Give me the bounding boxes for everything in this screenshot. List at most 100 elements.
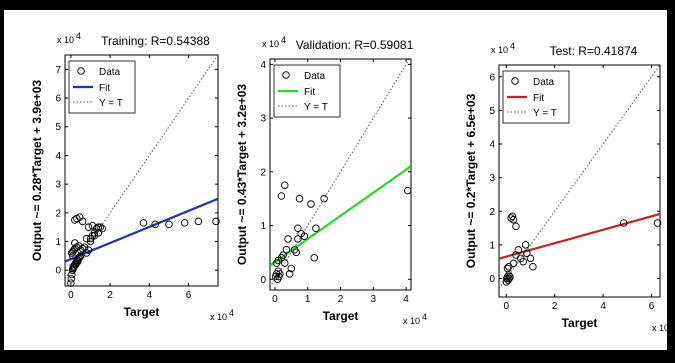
figure-frame: 0 2 4 6 0 1 2 3 4 5 6 7 Data Fit Y = T Training: R=0.54… (4, 10, 667, 350)
chart1-y-tick-label: 3 (55, 180, 61, 191)
chart3-x-axis-label: Target (562, 316, 598, 330)
chart2-data-point (276, 270, 284, 278)
chart1-data-point (73, 257, 82, 266)
chart1-data-point (139, 219, 148, 227)
chart2-x-tick-label: 4 (403, 294, 409, 305)
chart3-data-point (509, 215, 518, 224)
chart3-y-tick-label: 1 (489, 240, 495, 251)
chart1-x-tick-label: 2 (107, 290, 113, 301)
chart1-y-exponent-power: 4 (76, 31, 81, 41)
chart2-data-point (287, 264, 296, 273)
chart3-y-tick-label: 0 (489, 274, 495, 285)
chart1-data-point (67, 279, 75, 287)
chart1-data-point (78, 217, 87, 226)
chart1-y-tick-label: 1 (55, 237, 61, 248)
chart1-x-tick-label: 4 (147, 290, 153, 301)
chart1-data-point (94, 223, 103, 231)
chart1-y-tick-label: 4 (55, 151, 61, 162)
chart1-legend-fit-label: Fit (99, 83, 110, 94)
chart3-data-point (503, 264, 512, 273)
chart2-data-point (282, 245, 291, 254)
chart3-data-point (506, 273, 514, 281)
chart1-data-point (212, 217, 220, 226)
chart2-x-exponent: x 10 (403, 316, 420, 326)
chart3-y-tick-label: 5 (489, 106, 495, 117)
chart1-data-point (180, 219, 189, 227)
chart1-legend-data-label: Data (99, 67, 121, 78)
chart1-data-point (94, 229, 103, 237)
chart2-legend-fit-label: Fit (304, 87, 315, 98)
chart1-x-exponent: x 10 (210, 312, 227, 322)
chart1-x-axis-label: Target (124, 305, 160, 319)
chart2-title: Validation: R=0.59081 (296, 38, 414, 52)
chart1-data-point (86, 237, 95, 246)
chart2-identity-line (270, 59, 410, 288)
chart1-y-tick-label: 7 (55, 65, 61, 76)
chart1-fit-line (65, 197, 218, 263)
chart1-data-point (84, 246, 93, 254)
chart1-y-tick-label: 5 (55, 122, 61, 133)
chart1-x-exponent-power: 4 (229, 308, 234, 318)
chart2-y-tick-label: 2 (260, 167, 266, 178)
chart3-data-point (619, 219, 628, 227)
chart2-data-point (294, 235, 302, 243)
chart3-data-point (519, 257, 527, 266)
chart2-x-tick-label: 0 (272, 294, 278, 305)
chart2-data-point (284, 235, 292, 243)
chart2-data-point (285, 270, 294, 278)
regression-plots-figure: 0 2 4 6 0 1 2 3 4 5 6 7 Data Fit Y = T Training: R=0.54… (30, 31, 667, 333)
chart1-title: Training: R=0.54388 (101, 34, 210, 48)
chart3-fit-line (499, 212, 660, 260)
chart2-y-axis-label: Output ~= 0.43*Target + 3.2e+03 (235, 84, 249, 266)
chart2-data-point (294, 224, 302, 232)
chart2-y-tick-label: 3 (260, 114, 266, 125)
chart2-data-point (310, 254, 319, 262)
chart1-data-point (67, 275, 76, 283)
chart2-y-tick-label: 1 (260, 221, 266, 232)
chart1-y-tick-label: 6 (55, 94, 61, 105)
chart2-y-exponent-power: 4 (281, 35, 286, 45)
chart3-data-point (512, 222, 520, 231)
chart2-x-tick-label: 2 (338, 294, 344, 305)
chart1-data-point (68, 270, 76, 279)
chart2-x-exponent-power: 4 (422, 312, 427, 322)
chart3-data-point (509, 259, 518, 268)
chart2-data-point (292, 248, 300, 257)
chart1-data-point (75, 253, 84, 262)
chart3-legend-identity-label: Y = T (533, 108, 557, 119)
chart3-y-tick-label: 2 (489, 207, 495, 218)
chart3-y-tick-label: 4 (489, 140, 495, 151)
chart3-legend-data-label: Data (533, 77, 555, 88)
chart2-data-point (295, 194, 304, 203)
chart1-data-point (90, 229, 99, 237)
chart2-fit-line (270, 165, 411, 267)
chart2-y-tick-label: 4 (260, 60, 266, 71)
chart2-data-point (279, 251, 287, 259)
chart1-data-point (165, 220, 173, 229)
chart2-data-point (277, 192, 286, 200)
chart3-y-exponent-power: 4 (510, 41, 515, 51)
chart3-legend-data-marker (511, 77, 519, 85)
chart1-data-point (76, 252, 85, 260)
chart3-data-point (508, 212, 517, 221)
chart1-data-point (151, 220, 159, 229)
chart2-legend-data-marker (282, 71, 290, 79)
chart2-legend-identity-label: Y = T (304, 102, 328, 113)
chart3-data-point (514, 246, 523, 254)
chart3-y-exponent: x 10 (491, 45, 508, 55)
chart1-data-point (69, 252, 77, 260)
chart2-data-point (320, 194, 328, 203)
chart3-y-axis-label: Output ~= 0.2*Target + 6.5e+03 (464, 93, 478, 268)
chart3-legend-fit-label: Fit (533, 93, 544, 104)
chart3-x-tick-label: 4 (600, 301, 606, 312)
chart3-x-tick-label: 0 (503, 301, 509, 312)
chart3-data-point (529, 262, 537, 271)
chart1-y-tick-label: 0 (55, 266, 61, 277)
chart2-data-point (281, 181, 289, 189)
chart2-legend-data-label: Data (304, 71, 326, 82)
chart2-data-point (312, 224, 320, 232)
chart1-x-tick-label: 6 (186, 290, 192, 301)
chart3-x-tick-label: 2 (552, 301, 558, 312)
chart3-y-tick-label: 3 (489, 173, 495, 184)
chart2-y-exponent: x 10 (262, 39, 279, 49)
